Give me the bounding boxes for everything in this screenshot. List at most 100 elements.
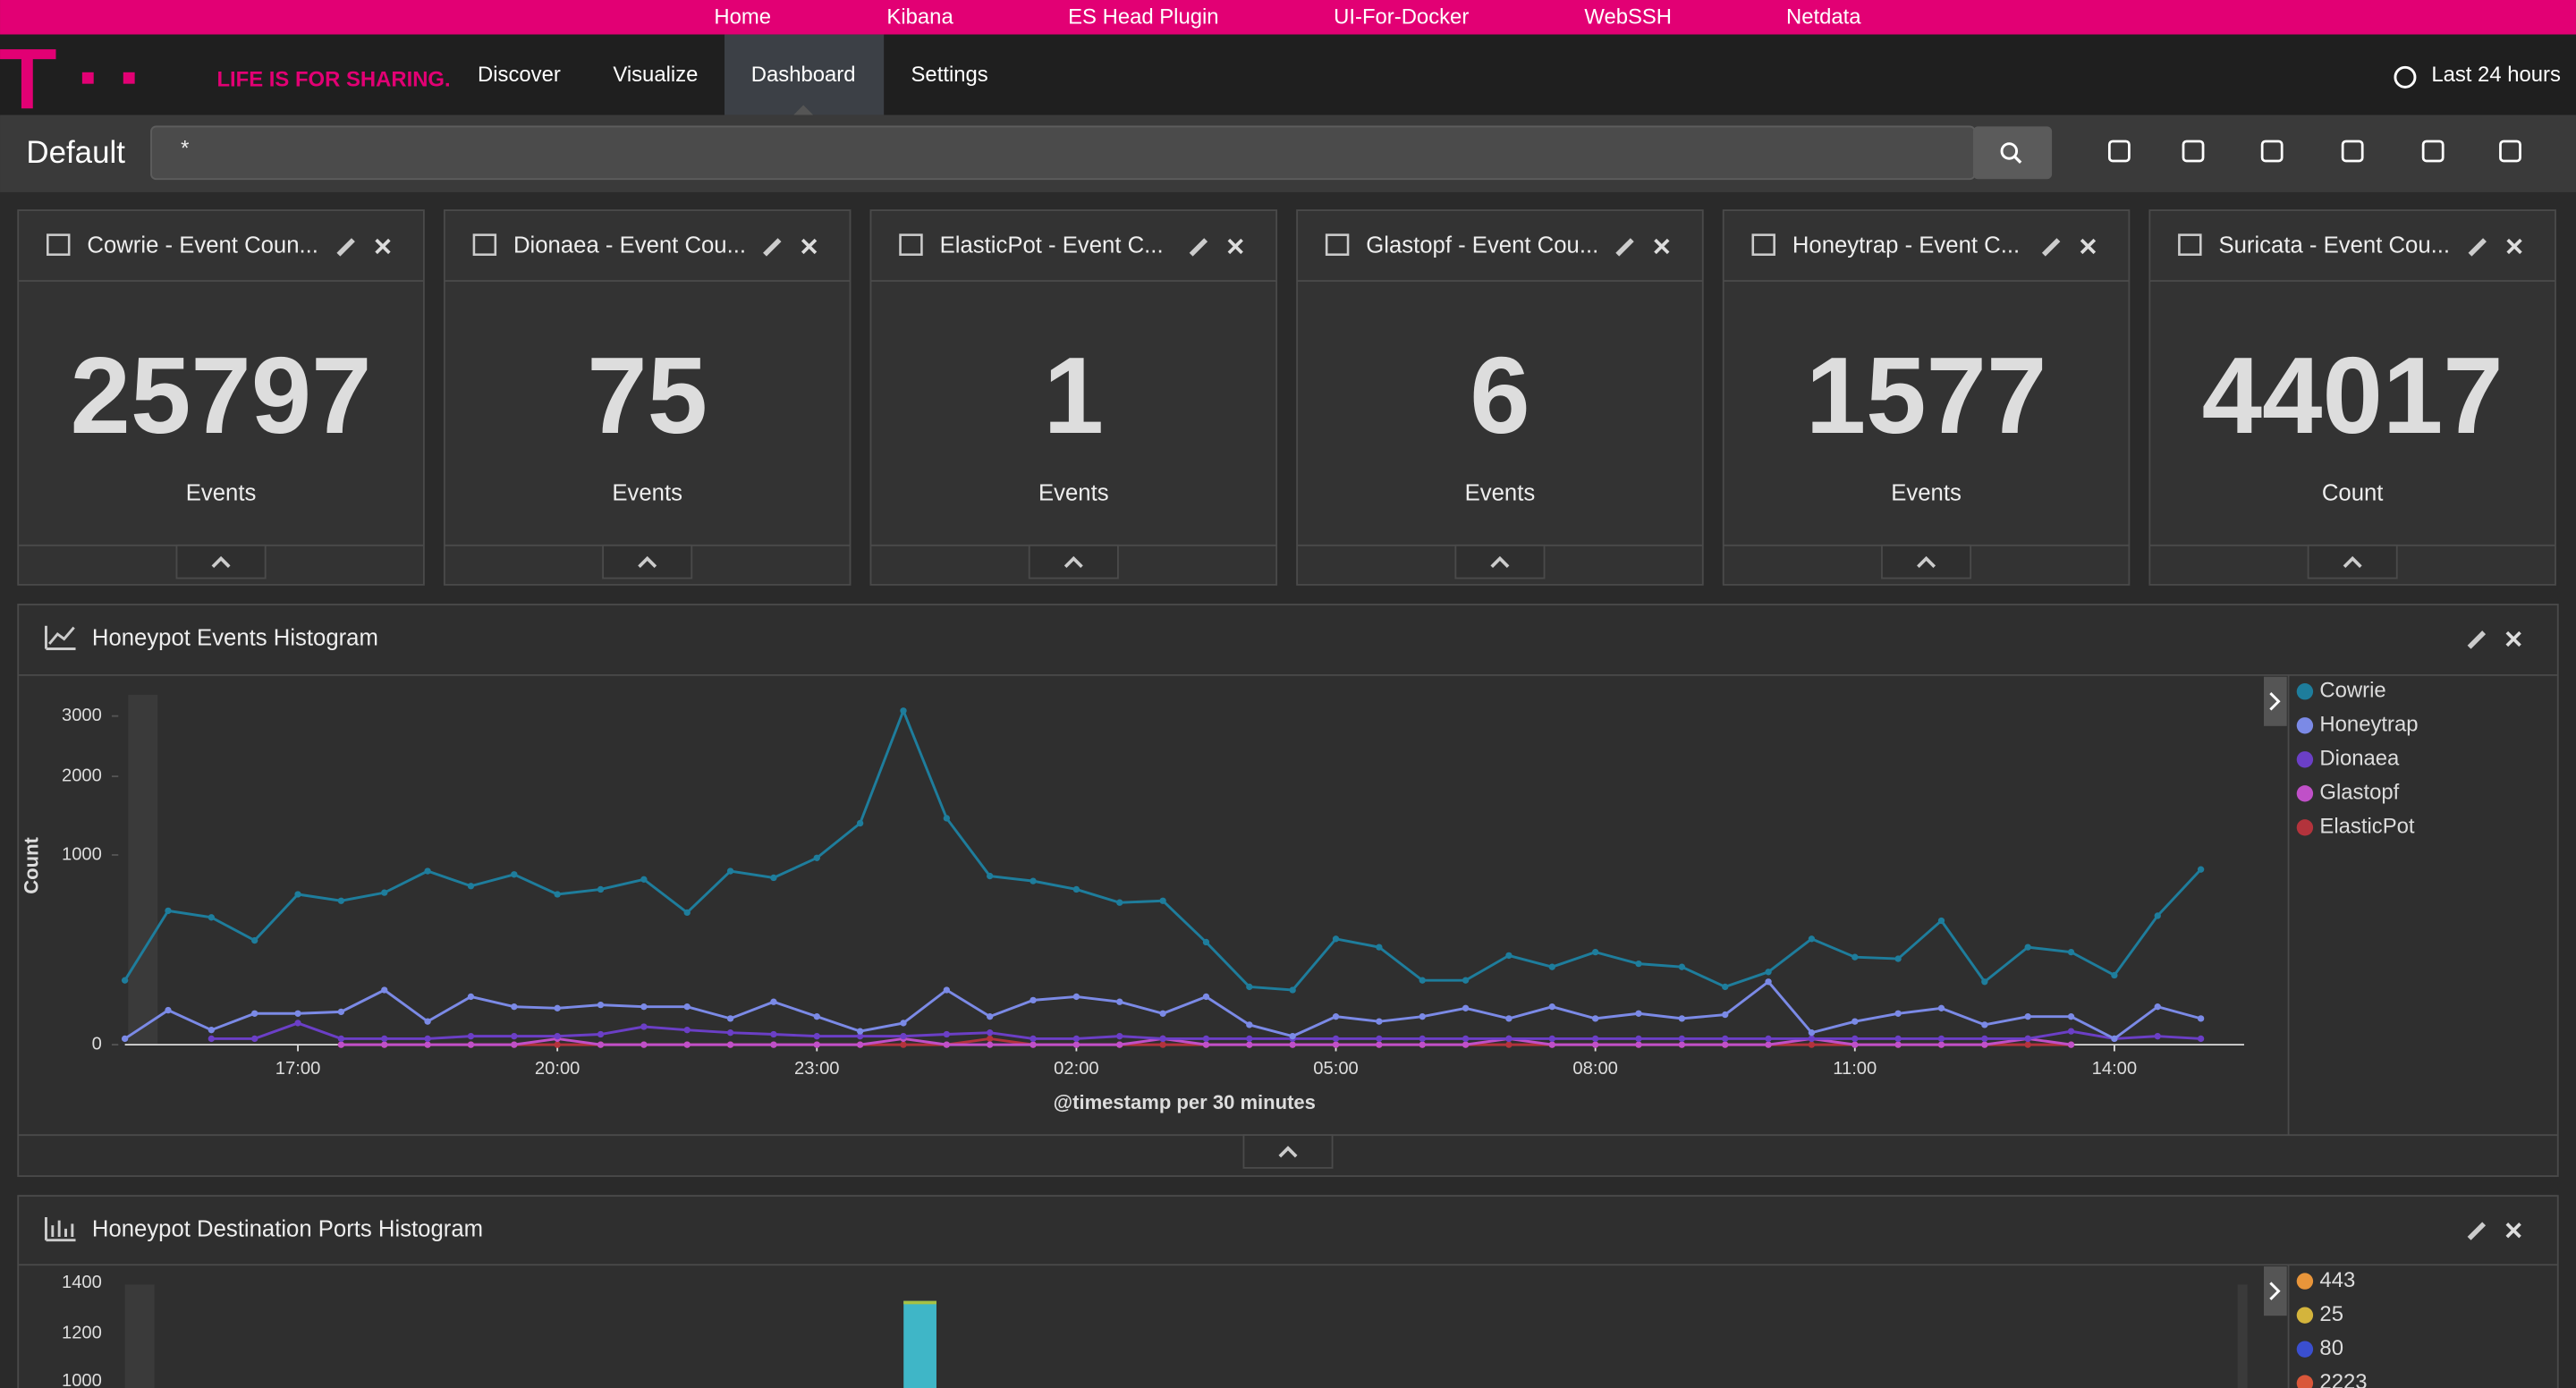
metric-label: Events [612, 481, 682, 506]
collapse-tab[interactable] [603, 546, 691, 579]
data-point [597, 1002, 604, 1008]
data-point [814, 855, 820, 861]
nav-tab[interactable]: Dashboard [751, 63, 856, 87]
data-point [2068, 1013, 2074, 1020]
data-point [2198, 1036, 2204, 1042]
plot-strip [2238, 1284, 2248, 1388]
data-point [1159, 1041, 1165, 1047]
data-point [1894, 1041, 1901, 1047]
time-range[interactable]: Last 24 hours [2431, 63, 2561, 87]
x-axis-label: @timestamp per 30 minutes [1054, 1091, 1316, 1113]
data-point [1722, 1036, 1728, 1042]
collapse-tab[interactable] [1882, 546, 1970, 579]
chart-title: Honeypot Destination Ports Histogram [92, 1216, 483, 1241]
data-point [684, 1003, 691, 1010]
data-point [2111, 972, 2117, 978]
collapse-tab[interactable] [1455, 546, 1544, 579]
search-button[interactable] [1973, 126, 2052, 179]
nav-tab[interactable]: Discover [478, 63, 561, 87]
data-point [165, 1007, 171, 1013]
data-point [1809, 1029, 1815, 1036]
legend-label[interactable]: 80 [2319, 1336, 2343, 1360]
data-point [511, 1033, 517, 1039]
tagline: LIFE IS FOR SHARING. [216, 67, 450, 91]
data-point [1722, 1041, 1728, 1047]
data-point [1289, 1033, 1295, 1039]
data-point [1894, 1011, 1901, 1017]
data-point [2155, 1003, 2161, 1010]
data-point [1116, 999, 1123, 1005]
data-point [1809, 1041, 1815, 1047]
legend-toggle[interactable] [2264, 1266, 2287, 1316]
data-point [338, 898, 344, 904]
data-point [1073, 1036, 1080, 1042]
data-point [1592, 1015, 1598, 1021]
nav-tab[interactable]: Visualize [613, 63, 698, 87]
legend-label[interactable]: 443 [2319, 1268, 2355, 1292]
legend-label[interactable]: 2223 [2319, 1370, 2367, 1388]
data-point [381, 986, 387, 993]
legend-label[interactable]: Glastopf [2319, 781, 2399, 805]
top-link[interactable]: Netdata [1786, 5, 1861, 30]
legend-label[interactable]: Dionaea [2319, 747, 2400, 771]
data-point [1289, 1041, 1295, 1047]
top-link[interactable]: Home [714, 5, 771, 30]
collapse-tab[interactable] [2309, 546, 2397, 579]
data-point [1981, 978, 1987, 985]
data-point [1462, 1041, 1469, 1047]
top-link[interactable]: Kibana [886, 5, 953, 30]
x-tick-label: 23:00 [794, 1059, 840, 1079]
data-point [554, 1041, 560, 1047]
data-point [944, 1041, 950, 1047]
legend-swatch [2297, 683, 2313, 699]
data-point [294, 891, 301, 897]
legend-label[interactable]: Honeytrap [2319, 713, 2418, 737]
legend-toggle[interactable] [2264, 677, 2287, 726]
y-tick-label: 0 [92, 1034, 102, 1054]
data-point [857, 820, 863, 826]
data-point [900, 707, 906, 714]
data-point [1333, 1013, 1339, 1020]
top-link[interactable]: UI-For-Docker [1334, 5, 1469, 30]
legend-label[interactable]: Cowrie [2319, 679, 2385, 703]
data-point [1419, 1041, 1426, 1047]
data-point [251, 937, 258, 944]
top-link[interactable]: WebSSH [1584, 5, 1672, 30]
data-point [208, 1036, 215, 1042]
data-point [2111, 1036, 2117, 1042]
search-input[interactable] [151, 126, 1975, 179]
data-point [1376, 1018, 1382, 1024]
data-point [1505, 1015, 1512, 1021]
legend-label[interactable]: 25 [2319, 1302, 2343, 1326]
top-link[interactable]: ES Head Plugin [1068, 5, 1218, 30]
logo-dot [82, 72, 94, 84]
data-point [1765, 978, 1771, 985]
data-point [1376, 1041, 1382, 1047]
collapse-tab[interactable] [1243, 1135, 1332, 1168]
nav-tab[interactable]: Settings [911, 63, 988, 87]
data-point [381, 889, 387, 895]
data-point [900, 1020, 906, 1026]
collapse-tab[interactable] [176, 546, 265, 579]
data-point [1592, 1036, 1598, 1042]
data-point [814, 1041, 820, 1047]
data-point [381, 1036, 387, 1042]
data-point [1938, 1005, 1945, 1011]
data-point [1159, 1036, 1165, 1042]
legend-swatch [2297, 819, 2313, 835]
data-point [1116, 1041, 1123, 1047]
data-point [122, 978, 128, 984]
data-point [1852, 954, 1858, 961]
data-point [814, 1033, 820, 1039]
legend-label[interactable]: ElasticPot [2319, 815, 2414, 839]
data-point [468, 1033, 474, 1039]
x-tick-label: 17:00 [275, 1059, 321, 1079]
data-point [2068, 1041, 2074, 1047]
plot-strip [128, 695, 157, 1045]
data-point [640, 1023, 647, 1029]
data-point [1246, 1041, 1252, 1047]
metric-title: Cowrie - Event Coun... [87, 233, 318, 258]
data-point [1549, 1003, 1555, 1010]
metric-label: Events [186, 481, 257, 506]
collapse-tab[interactable] [1030, 546, 1118, 579]
